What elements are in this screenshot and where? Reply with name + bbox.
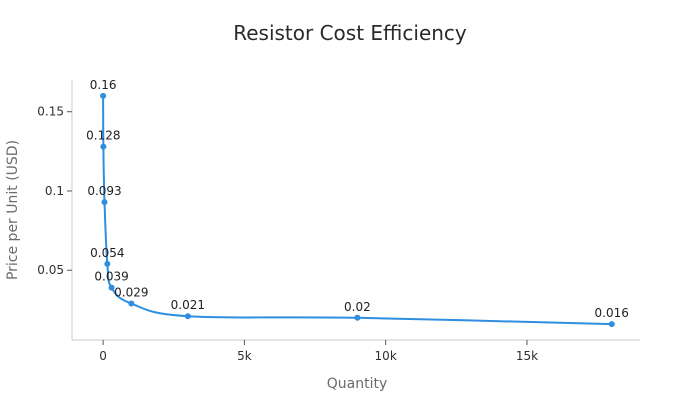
y-tick-label: 0.05 xyxy=(37,263,64,277)
data-point xyxy=(100,143,107,150)
data-point xyxy=(354,314,361,321)
y-tick-label: 0.15 xyxy=(37,105,64,119)
x-axis-label: Quantity xyxy=(327,376,388,392)
data-point xyxy=(100,92,107,99)
data-point xyxy=(104,260,111,267)
data-point xyxy=(128,300,135,307)
data-label: 0.16 xyxy=(90,78,117,92)
data-labels: 0.16 0.128 0.093 0.054 0.039 0.029 0.021 0.02 0.… xyxy=(86,78,629,320)
data-label: 0.016 xyxy=(595,306,629,320)
data-label: 0.054 xyxy=(90,246,124,260)
x-tick-label: 15k xyxy=(516,349,538,363)
series-line xyxy=(102,95,612,326)
y-axis-label: Price per Unit (USD) xyxy=(5,140,21,280)
data-label: 0.093 xyxy=(87,184,121,198)
x-tick-label: 0 xyxy=(99,349,107,363)
data-label: 0.029 xyxy=(114,286,148,300)
y-axis-ticks: 0.05 0.1 0.15 xyxy=(37,105,72,277)
data-point xyxy=(184,313,191,320)
data-point xyxy=(608,321,615,328)
data-points xyxy=(100,92,615,328)
data-label: 0.128 xyxy=(86,129,120,143)
x-tick-label: 10k xyxy=(375,349,397,363)
data-point xyxy=(108,284,115,291)
data-point xyxy=(101,199,108,206)
x-axis-ticks: 0 5k 10k 15k xyxy=(99,340,538,363)
y-tick-label: 0.1 xyxy=(45,184,64,198)
data-label: 0.021 xyxy=(171,298,205,312)
data-label: 0.039 xyxy=(94,270,128,284)
data-label: 0.02 xyxy=(344,300,371,314)
x-tick-label: 5k xyxy=(237,349,252,363)
chart-title: Resistor Cost Efficiency xyxy=(233,21,467,45)
